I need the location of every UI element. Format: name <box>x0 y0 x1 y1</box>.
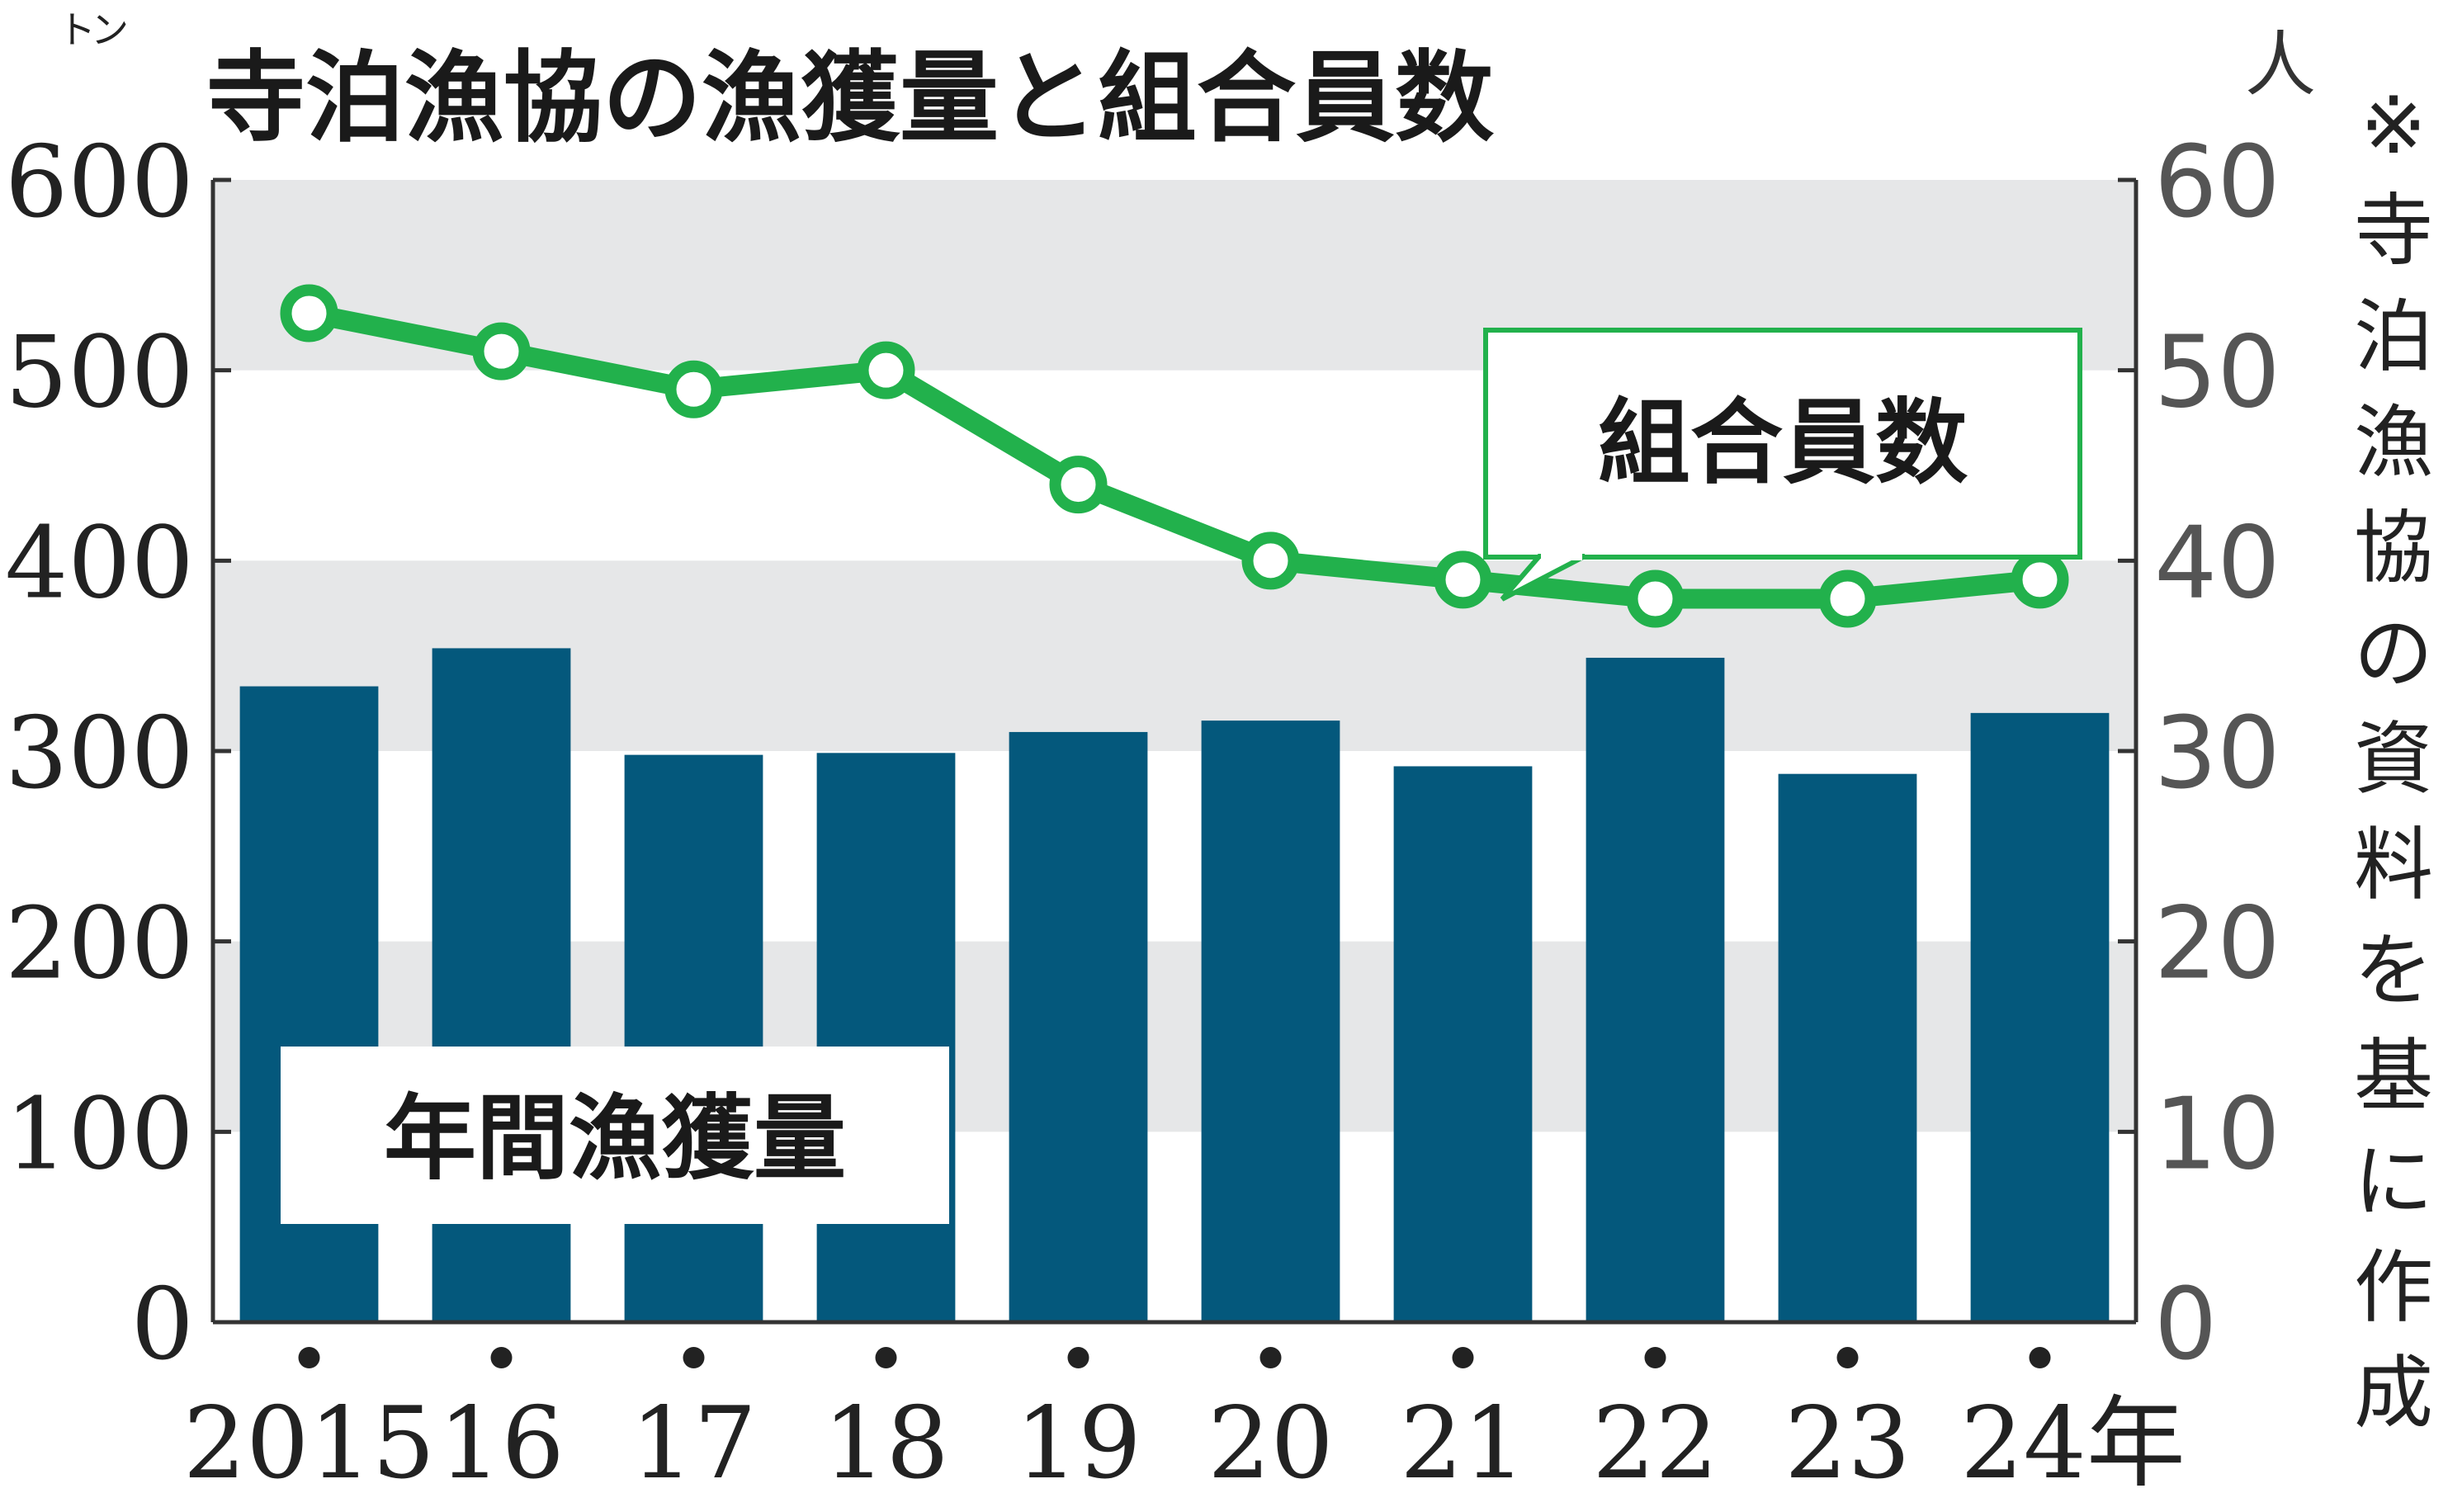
source-note-char: を <box>2354 924 2433 1017</box>
x-tick-label: 23 <box>1784 1387 1911 1501</box>
x-tick-label: 16 <box>438 1387 565 1501</box>
source-note-char: 寺 <box>2354 185 2433 277</box>
x-tick-dot <box>298 1347 320 1368</box>
x-tick-label: 24年 <box>1960 1387 2186 1501</box>
members-point-19 <box>1049 456 1108 514</box>
members-point-16 <box>472 322 531 380</box>
legend-catch-box: 年間漁獲量 <box>281 1047 949 1224</box>
right-tick-label: 30 <box>2154 697 2280 811</box>
bar-2015 <box>239 686 379 1322</box>
members-point-24年 <box>2011 550 2069 609</box>
x-tick-label: 2015 <box>183 1387 435 1501</box>
source-note-char: 泊 <box>2354 291 2433 383</box>
left-tick-label: 400 <box>5 506 194 621</box>
x-tick-dot <box>1259 1347 1282 1368</box>
source-note-char: 資 <box>2354 713 2433 806</box>
catch-label: 年間漁獲量 <box>384 1085 846 1193</box>
members-point-22 <box>1626 569 1685 628</box>
members-point-21 <box>1434 550 1492 609</box>
left-tick-label: 500 <box>5 316 194 431</box>
x-tick-dot <box>1452 1347 1474 1368</box>
x-tick-label: 20 <box>1207 1387 1334 1501</box>
right-tick-labels: 0 10 20 30 40 50 60 <box>2154 125 2280 1382</box>
bar-24年 <box>1970 712 2110 1322</box>
members-line <box>307 303 2041 609</box>
left-tick-label: 0 <box>131 1268 194 1382</box>
bar-20 <box>1201 721 1340 1322</box>
members-point-2015 <box>280 284 338 343</box>
left-tick-labels: 0 100 200 300 400 500 600 <box>5 125 194 1382</box>
x-tick-dot <box>1836 1347 1859 1368</box>
x-tick-label: 17 <box>631 1387 757 1501</box>
x-tick-dot <box>683 1347 705 1368</box>
right-tick-label: 20 <box>2154 887 2280 1002</box>
source-note-char: 漁 <box>2354 396 2433 489</box>
members-label: 組合員数 <box>1598 390 1968 497</box>
x-tick-dot <box>1644 1347 1666 1368</box>
members-point-23 <box>1818 569 1877 628</box>
x-tick-dot <box>2029 1347 2051 1368</box>
left-tick-label: 300 <box>5 697 194 811</box>
line-series <box>280 284 2069 628</box>
bar-23 <box>1778 773 1917 1322</box>
source-note-char: 作 <box>2354 1241 2433 1334</box>
x-tick-dot <box>1067 1347 1089 1368</box>
right-tick-label: 10 <box>2154 1077 2280 1192</box>
source-note-char: に <box>2354 1136 2433 1228</box>
right-tick-label: 40 <box>2154 506 2280 621</box>
bar-18 <box>816 753 956 1322</box>
source-note-char: 成 <box>2354 1347 2433 1439</box>
source-note-char: 基 <box>2354 1030 2433 1122</box>
members-point-17 <box>664 360 723 418</box>
left-axis-unit: トン <box>58 7 126 52</box>
bar-22 <box>1586 657 1725 1322</box>
left-tick-label: 200 <box>5 887 194 1002</box>
bar-19 <box>1009 731 1148 1322</box>
x-tick-dot <box>875 1347 897 1368</box>
right-tick-label: 60 <box>2154 125 2280 240</box>
right-tick-label: 50 <box>2154 316 2280 431</box>
x-tick-label: 22 <box>1592 1387 1718 1501</box>
bar-17 <box>624 754 763 1322</box>
x-tick-label: 21 <box>1400 1387 1526 1501</box>
left-tick-label: 600 <box>5 125 194 240</box>
members-point-20 <box>1241 532 1300 590</box>
members-point-18 <box>857 341 915 399</box>
x-tick-dot <box>490 1347 513 1368</box>
tick-marks <box>213 177 2136 1325</box>
source-note-char: ※ <box>2361 79 2427 172</box>
x-tick-label: 18 <box>823 1387 949 1501</box>
source-note-char: 料 <box>2354 819 2433 911</box>
x-tick-label: 19 <box>1015 1387 1141 1501</box>
chart-title: 寺泊漁協の漁獲量と組合員数 <box>206 41 1494 156</box>
source-note-char: の <box>2354 607 2433 700</box>
right-axis-unit: 人 <box>2245 24 2316 106</box>
x-tick-labels: 2015 16 17 18 19 20 21 22 23 24年 <box>183 1347 2186 1501</box>
bar-21 <box>1393 766 1533 1322</box>
left-tick-label: 100 <box>5 1077 194 1192</box>
source-note-char: 協 <box>2354 502 2433 594</box>
legend-members-box: 組合員数 <box>1483 328 2082 602</box>
right-tick-label: 0 <box>2154 1268 2217 1382</box>
